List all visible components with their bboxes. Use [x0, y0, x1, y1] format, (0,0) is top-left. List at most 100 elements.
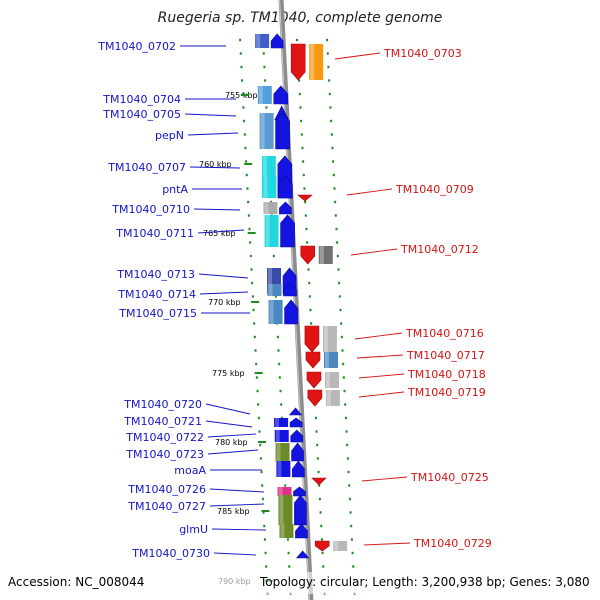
tick-dot	[298, 79, 301, 82]
label-leader-line	[209, 488, 265, 493]
tick-dot	[352, 565, 355, 568]
tick-dot	[263, 538, 266, 541]
tick-dot	[334, 200, 337, 204]
tick-dot	[332, 160, 335, 163]
gene-cog-shine	[319, 246, 324, 264]
tick-dot	[331, 146, 334, 150]
forward-gene-label: pepN	[155, 129, 184, 142]
forward-gene-arrow	[280, 214, 295, 248]
forward-gene-label: TM1040_0720	[123, 398, 202, 411]
label-leader-line	[211, 528, 267, 531]
kbp-tick-label: 785 kbp	[217, 507, 250, 516]
reverse-gene-label: TM1040_0719	[407, 386, 486, 399]
tick-dot	[336, 254, 339, 258]
gene-cog-block	[259, 113, 274, 149]
tick-dot	[239, 38, 242, 42]
forward-gene-label: TM1040_0727	[127, 500, 206, 513]
tick-dot	[315, 430, 318, 433]
gene-cog-block	[325, 390, 340, 406]
tick-dot	[243, 133, 246, 136]
tick-dot	[262, 511, 265, 514]
tick-dot	[304, 214, 307, 217]
topology-text: Topology: circular; Length: 3,200,938 bp…	[259, 575, 590, 589]
forward-gene-arrow	[284, 299, 298, 325]
gene-cog-shine	[258, 86, 263, 104]
tick-dot	[309, 308, 312, 312]
tick-dot	[249, 241, 252, 244]
tick-dot	[280, 403, 283, 406]
tick-dot	[243, 119, 246, 123]
gene-cog-block	[262, 176, 277, 198]
reverse-gene-arrow	[290, 43, 306, 81]
tick-dot	[310, 322, 313, 325]
gene-cog-shine	[265, 215, 270, 247]
reverse-gene-label: TM1040_0712	[400, 243, 479, 256]
reverse-gene-label: TM1040_0703	[383, 47, 462, 60]
gene-cog-block	[333, 541, 348, 551]
label-leader-line	[334, 52, 381, 60]
tick-dot	[240, 65, 243, 69]
tick-dot	[272, 254, 275, 258]
tick-dot	[253, 322, 256, 325]
tick-dot	[330, 119, 333, 123]
tick-dot	[255, 362, 258, 366]
gene-cog-block	[309, 44, 324, 80]
kbp-tick-label: 770 kbp	[208, 298, 241, 307]
tick-dot	[326, 52, 329, 55]
reverse-strand-genes	[290, 43, 348, 552]
tick-dot	[344, 416, 347, 420]
tick-dot	[259, 443, 262, 447]
reverse-gene-label: TM1040_0729	[413, 537, 492, 550]
label-leader-line	[350, 248, 398, 256]
map-title: Ruegeria sp. TM1040, complete genome	[158, 10, 443, 26]
tick-dot	[346, 443, 349, 447]
reverse-gene-arrow	[306, 371, 322, 389]
gene-cog-shine	[260, 113, 265, 149]
gene-cog-shine	[276, 443, 281, 461]
tick-dot	[277, 349, 280, 352]
reverse-gene-label: TM1040_0716	[405, 327, 484, 340]
tick-dot	[306, 241, 309, 244]
accession-text: Accession: NC_008044	[8, 575, 144, 589]
label-leader-line	[207, 449, 259, 455]
tick-dot	[264, 551, 267, 555]
forward-gene-arrow	[291, 442, 304, 462]
tick-dot	[241, 79, 244, 82]
label-leader-line	[356, 354, 404, 359]
gene-cog-shine	[279, 495, 284, 525]
forward-gene-arrow	[288, 407, 303, 416]
tick-dot	[351, 551, 354, 555]
tick-dot	[262, 52, 265, 55]
gene-cog-block	[267, 284, 282, 296]
kbp-tick-label: 765 kbp	[203, 229, 236, 238]
tick-dot	[348, 484, 351, 487]
tick-dot	[300, 133, 303, 136]
tick-dot	[239, 52, 242, 55]
forward-gene-label: moaA	[174, 464, 206, 477]
gene-cog-block	[255, 34, 270, 48]
tick-dot	[327, 65, 330, 69]
forward-gene-label: TM1040_0704	[102, 93, 181, 106]
reverse-gene-label: TM1040_0717	[406, 349, 485, 362]
label-leader-line	[198, 273, 249, 279]
forward-gene-label: TM1040_0702	[97, 40, 176, 53]
label-leader-line	[213, 552, 257, 556]
label-leader-line	[354, 332, 403, 340]
tick-dot	[329, 106, 332, 109]
forward-gene-label: pntA	[162, 183, 188, 196]
label-leader-line	[209, 503, 265, 507]
forward-gene-label: TM1040_0721	[123, 415, 202, 428]
gene-cog-block	[279, 524, 294, 538]
tick-dot	[320, 524, 323, 528]
tick-dot	[332, 173, 335, 177]
tick-dot	[326, 38, 329, 42]
reverse-gene-arrow	[297, 194, 313, 202]
tick-dot	[305, 227, 308, 231]
forward-gene-label: TM1040_0711	[115, 227, 194, 240]
tick-dot	[334, 214, 337, 217]
kbp-tick-label: 760 kbp	[199, 160, 232, 169]
forward-gene-label: TM1040_0707	[107, 161, 186, 174]
reverse-gene-label: TM1040_0718	[407, 368, 486, 381]
forward-gene-arrow	[270, 33, 284, 49]
